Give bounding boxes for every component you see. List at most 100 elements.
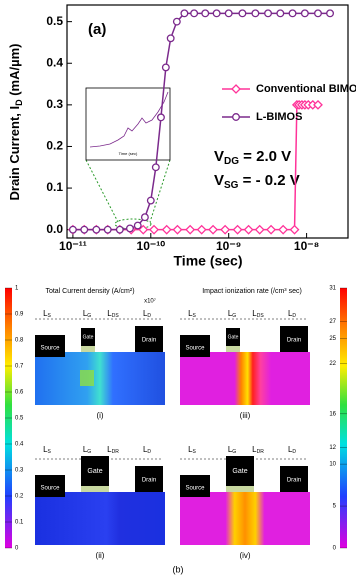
dimension-sub: G — [87, 449, 91, 455]
marker — [208, 224, 218, 235]
x-tick-label: 10⁻⁹ — [216, 239, 241, 253]
dimension-main: L — [288, 445, 293, 454]
y-tick-label: 0.1 — [46, 180, 63, 194]
subpanel-label: (i) — [96, 411, 103, 420]
dimension-label: LD — [143, 309, 151, 319]
dimension-sub: S — [48, 313, 52, 319]
colorbar-label: 0 — [15, 546, 19, 552]
inset: Time (sec) — [85, 87, 171, 230]
marker — [190, 9, 199, 18]
marker — [80, 225, 89, 234]
dimension-main: L — [228, 309, 233, 318]
annotation-tail: = - 0.2 V — [238, 172, 299, 189]
annotation-tail: = 2.0 V — [239, 148, 291, 165]
colorbar-label: 10 — [329, 462, 336, 468]
panel-b-label: (b) — [173, 564, 184, 574]
dimension-sub: D — [292, 313, 296, 319]
dimension-sub: D — [147, 313, 151, 319]
gate — [226, 456, 254, 486]
field-patch — [80, 370, 94, 386]
marker — [180, 9, 189, 18]
marker — [314, 9, 322, 18]
dimension-main: L — [228, 445, 233, 454]
marker — [157, 113, 165, 122]
y-tick-label: 0.3 — [46, 97, 63, 111]
marker — [201, 9, 210, 18]
marker — [220, 224, 231, 235]
dimension-sub: DS — [112, 313, 120, 319]
source-label: Source — [185, 346, 205, 352]
y-label-sub: D — [14, 99, 24, 106]
marker — [172, 17, 181, 26]
colorbar-label: 0.8 — [15, 338, 24, 344]
gate-oxide — [81, 346, 95, 352]
dimension-main: L — [107, 309, 112, 318]
dimension-sub: DR — [257, 449, 265, 455]
drain-label: Drain — [287, 338, 301, 344]
gate-label: Gate — [232, 468, 247, 475]
dimension-main: L — [43, 309, 48, 318]
annotation-sub: SG — [224, 180, 239, 191]
dimension-sub: S — [193, 313, 197, 319]
drain-label: Drain — [142, 338, 156, 344]
dimension-sub: G — [232, 313, 236, 319]
colorbar-label: 16 — [329, 411, 336, 417]
colorbar-label: 0.1 — [15, 520, 24, 526]
dimension-label: LG — [228, 309, 236, 319]
dimension-main: L — [83, 309, 88, 318]
inset-connector — [149, 159, 171, 223]
dimension-label: LG — [228, 445, 236, 455]
panel-label: (a) — [88, 21, 106, 38]
gate-label: Gate — [83, 334, 94, 340]
colorbar-label: 25 — [329, 336, 336, 342]
drain — [135, 326, 163, 352]
source — [35, 335, 65, 357]
dimension-label: LDS — [107, 309, 119, 319]
plot-frame — [66, 4, 349, 239]
marker — [126, 224, 134, 233]
source-label: Source — [40, 486, 60, 492]
gate-oxide — [226, 486, 254, 492]
annotation: VSG = - 0.2 V — [214, 172, 300, 191]
inset-curve — [89, 91, 169, 148]
dimension-sub: S — [48, 449, 52, 455]
marker — [238, 9, 247, 18]
drain — [280, 466, 308, 492]
marker — [138, 224, 149, 235]
dimension-main: L — [143, 445, 148, 454]
marker — [161, 63, 170, 72]
y-label-tail: (mA/µm) — [7, 43, 22, 99]
dimension-label: LDR — [107, 445, 119, 455]
zoom-region — [114, 218, 152, 230]
colorbar-label: 0.3 — [15, 468, 24, 474]
dimension-main: L — [188, 445, 193, 454]
left-scale: x10⁷ — [144, 298, 156, 305]
y-tick-label: 0.4 — [46, 55, 63, 69]
annotation: VDG = 2.0 V — [214, 148, 291, 167]
marker — [212, 9, 221, 18]
dimension-sub: G — [232, 449, 236, 455]
dimension-sub: D — [292, 449, 296, 455]
y-axis-label: Drain Current, ID (mA/µm) — [7, 43, 24, 200]
dimension-main: L — [252, 309, 257, 318]
marker — [266, 224, 277, 235]
gate — [81, 328, 95, 346]
dimension-main: L — [107, 445, 112, 454]
dimension-sub: G — [87, 313, 91, 319]
dimension-label: LD — [143, 445, 151, 455]
source — [180, 475, 210, 497]
dimension-sub: DS — [257, 313, 265, 319]
drain-label: Drain — [142, 478, 156, 484]
dimension-sub: S — [193, 449, 197, 455]
y-tick-label: 0.0 — [46, 222, 63, 236]
colorbar-label: 1 — [15, 286, 19, 292]
dimension-label: LS — [43, 445, 51, 455]
inset-frame — [85, 87, 171, 161]
marker — [185, 224, 196, 235]
field-map — [35, 352, 165, 405]
marker — [115, 225, 124, 234]
marker — [172, 224, 183, 235]
